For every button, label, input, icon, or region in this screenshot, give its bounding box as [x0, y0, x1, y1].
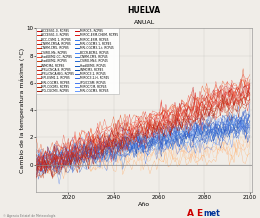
- Y-axis label: Cambio de la temperatura máxima (°C): Cambio de la temperatura máxima (°C): [19, 48, 24, 173]
- Text: met: met: [203, 209, 220, 218]
- Text: © Agencia Estatal de Meteorología: © Agencia Estatal de Meteorología: [3, 214, 55, 218]
- Text: HUELVA: HUELVA: [128, 6, 161, 15]
- X-axis label: Año: Año: [138, 202, 150, 207]
- Text: A: A: [187, 209, 194, 218]
- Text: ANUAL: ANUAL: [134, 20, 155, 25]
- Text: E: E: [196, 209, 203, 218]
- Legend: ACCESS1.0, RCP85, ACCESS1.3, RCP85, BCC-CSM1.1, RCP85, CNRM-CM5A, RCP85, CNRM-CM: ACCESS1.0, RCP85, ACCESS1.3, RCP85, BCC-…: [36, 28, 119, 94]
